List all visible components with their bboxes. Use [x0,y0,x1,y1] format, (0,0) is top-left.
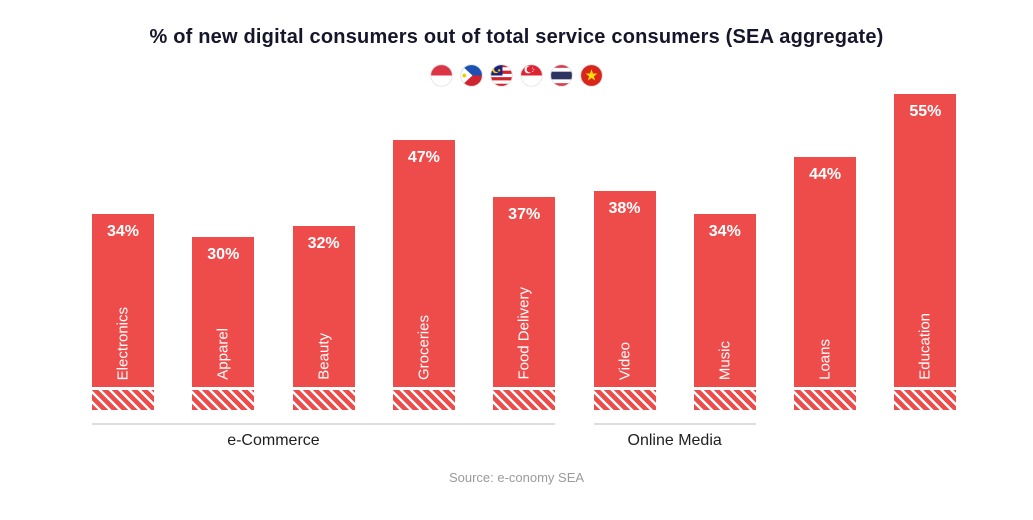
bar-hatch-pattern [292,387,355,410]
bar-value-label: 47% [407,149,440,166]
bar-hatch-pattern [92,387,154,410]
bar-video: 38% Video [593,191,656,410]
bar-category-label: Music [716,340,734,380]
bar-category-label: Education [916,313,934,380]
bar-value-label: 37% [508,206,541,223]
bar-hatch-pattern [593,387,656,410]
flag-singapore-icon [520,64,543,87]
bar-value-label: 34% [708,223,741,240]
bar-hatch-pattern [192,387,255,410]
sea-flags-row [0,64,1033,87]
bar-category-label: Food Delivery [515,287,533,380]
flag-thailand-icon [550,64,573,87]
bar-apparel: 30% Apparel [192,237,255,410]
flag-vietnam-icon [580,64,603,87]
bar-value-label: 32% [307,235,340,252]
bar-value-label: 44% [809,166,842,183]
bar-chart: 34% Electronics 30% Apparel 32% Beauty 47% Groc… [0,86,1033,410]
bar-electronics: 34% Electronics [92,214,154,410]
bar-music: 34% Music [693,214,756,410]
group-underline-online-media [593,423,756,425]
bar-category-label: Beauty [315,333,333,380]
bar-loans: 44% Loans [794,157,857,410]
bar-category-label: Groceries [415,314,433,380]
flag-indonesia-icon [430,64,453,87]
bar-hatch-pattern [693,387,756,410]
bar-beauty: 32% Beauty [292,226,355,410]
bar-hatch-pattern [894,387,957,410]
bar-hatch-pattern [493,387,556,410]
bar-value-label: 30% [207,246,240,263]
group-underline-e-commerce [92,423,556,425]
bar-value-label: 55% [909,103,942,120]
bar-groceries: 47% Groceries [392,140,455,410]
bar-category-label: Video [616,341,633,380]
flag-philippines-icon [460,64,483,87]
source-caption: Source: e-conomy SEA [448,470,585,485]
bar-hatch-pattern [392,387,455,410]
bar-category-label: Electronics [114,306,132,380]
bar-education: 55% Education [894,94,957,410]
bar-value-label: 34% [106,223,140,240]
flag-malaysia-icon [490,64,513,87]
group-label-online-media: Online Media [627,432,722,449]
group-label-e-commerce: e-Commerce [227,432,320,449]
bar-food-delivery: 37% Food Delivery [493,197,556,410]
chart-title: % of new digital consumers out of total … [149,26,884,48]
bar-value-label: 38% [608,200,641,217]
bar-hatch-pattern [794,387,857,410]
bar-category-label: Apparel [214,328,232,380]
bar-category-label: Loans [816,339,834,380]
